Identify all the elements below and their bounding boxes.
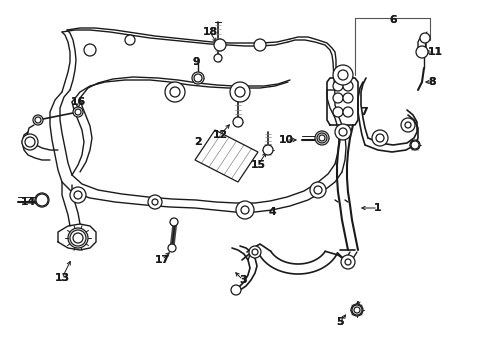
Circle shape	[415, 46, 427, 58]
Circle shape	[229, 82, 249, 102]
Text: 4: 4	[267, 207, 275, 217]
Circle shape	[232, 117, 243, 127]
Text: 1: 1	[373, 203, 381, 213]
Circle shape	[241, 206, 248, 214]
Circle shape	[337, 70, 347, 80]
Text: 7: 7	[360, 107, 367, 117]
Circle shape	[332, 81, 342, 91]
Text: 12: 12	[212, 130, 227, 140]
Text: 11: 11	[427, 47, 442, 57]
Text: 2: 2	[194, 137, 202, 147]
Text: 14: 14	[20, 197, 36, 207]
Circle shape	[334, 124, 350, 140]
Circle shape	[353, 307, 359, 313]
Circle shape	[263, 145, 272, 155]
Text: 13: 13	[54, 273, 69, 283]
Circle shape	[214, 39, 225, 51]
Circle shape	[84, 44, 96, 56]
Circle shape	[70, 187, 86, 203]
Text: 11: 11	[427, 47, 442, 57]
Circle shape	[214, 54, 222, 62]
Circle shape	[125, 35, 135, 45]
Circle shape	[168, 244, 176, 252]
Circle shape	[70, 230, 86, 246]
Circle shape	[251, 249, 258, 255]
Circle shape	[332, 65, 352, 85]
Text: 14: 14	[20, 197, 36, 207]
Circle shape	[73, 107, 83, 117]
Circle shape	[35, 193, 49, 207]
Text: 6: 6	[388, 15, 396, 25]
Circle shape	[340, 255, 354, 269]
Circle shape	[345, 259, 350, 265]
Text: 18: 18	[202, 27, 217, 37]
Circle shape	[235, 87, 244, 97]
Circle shape	[194, 74, 202, 82]
Text: 10: 10	[278, 135, 293, 145]
Circle shape	[342, 107, 352, 117]
Circle shape	[148, 195, 162, 209]
Circle shape	[170, 218, 178, 226]
Circle shape	[318, 135, 325, 141]
Circle shape	[375, 134, 383, 142]
Circle shape	[313, 186, 321, 194]
Circle shape	[33, 115, 43, 125]
Circle shape	[248, 246, 261, 258]
Circle shape	[409, 140, 419, 150]
Text: 17: 17	[154, 255, 169, 265]
Circle shape	[230, 285, 241, 295]
Circle shape	[309, 182, 325, 198]
Text: 10: 10	[278, 135, 293, 145]
Circle shape	[419, 33, 429, 43]
Circle shape	[236, 201, 253, 219]
Circle shape	[192, 72, 203, 84]
Text: 7: 7	[360, 107, 367, 117]
Circle shape	[75, 109, 81, 115]
Circle shape	[74, 191, 82, 199]
Text: 4: 4	[267, 207, 275, 217]
Text: 13: 13	[54, 273, 69, 283]
Text: 17: 17	[154, 255, 169, 265]
Circle shape	[342, 93, 352, 103]
Text: 9: 9	[192, 57, 199, 67]
Text: 8: 8	[427, 77, 435, 87]
Circle shape	[35, 117, 41, 123]
Text: 1: 1	[373, 203, 381, 213]
Text: 5: 5	[336, 317, 343, 327]
Text: 3: 3	[239, 275, 246, 285]
Circle shape	[404, 122, 410, 128]
Text: 2: 2	[194, 137, 202, 147]
Circle shape	[314, 131, 328, 145]
Circle shape	[332, 93, 342, 103]
Circle shape	[371, 130, 387, 146]
Text: 9: 9	[192, 57, 199, 67]
Text: 5: 5	[336, 317, 343, 327]
Circle shape	[25, 137, 35, 147]
Text: 12: 12	[212, 130, 227, 140]
Text: 18: 18	[202, 27, 217, 37]
Text: 15: 15	[250, 160, 265, 170]
Text: 6: 6	[388, 15, 396, 25]
Circle shape	[164, 82, 184, 102]
Circle shape	[342, 81, 352, 91]
Text: 3: 3	[239, 275, 246, 285]
Text: 8: 8	[427, 77, 435, 87]
Circle shape	[400, 118, 414, 132]
Circle shape	[332, 107, 342, 117]
Circle shape	[170, 87, 180, 97]
Text: 16: 16	[70, 97, 85, 107]
Circle shape	[350, 304, 362, 316]
Circle shape	[338, 128, 346, 136]
Text: 15: 15	[250, 160, 265, 170]
Circle shape	[152, 199, 158, 205]
Circle shape	[73, 233, 83, 243]
Text: 16: 16	[70, 97, 85, 107]
Circle shape	[253, 39, 265, 51]
Circle shape	[22, 134, 38, 150]
